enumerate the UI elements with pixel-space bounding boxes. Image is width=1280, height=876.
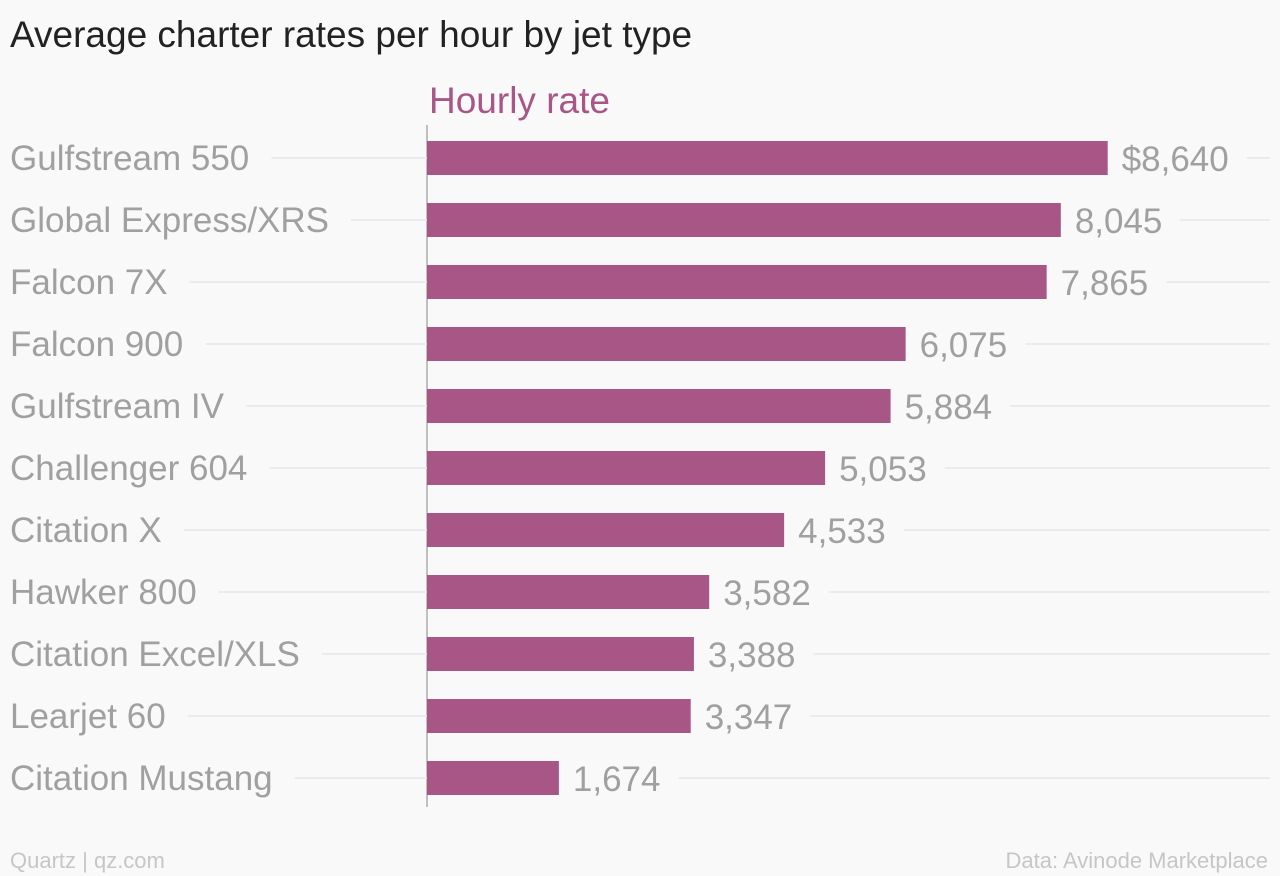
value-label: 6,075 (920, 326, 1008, 365)
value-label: 5,053 (839, 450, 927, 489)
chart-title: Average charter rates per hour by jet ty… (10, 14, 693, 55)
gridlines (183, 125, 1270, 807)
value-label: 3,582 (723, 574, 811, 613)
category-label: Hawker 800 (10, 573, 197, 612)
category-label: Gulfstream 550 (10, 139, 249, 178)
bar (427, 141, 1108, 175)
bar (427, 327, 906, 361)
bar (427, 451, 826, 485)
value-label: 5,884 (905, 388, 993, 427)
bar (427, 389, 891, 423)
category-label: Learjet 60 (10, 697, 166, 736)
category-label: Citation Mustang (10, 759, 273, 798)
bar (427, 761, 559, 795)
value-label: 8,045 (1075, 202, 1163, 241)
value-label: 3,388 (708, 636, 796, 675)
category-label: Gulfstream IV (10, 387, 225, 426)
bar (427, 513, 785, 547)
bar (427, 637, 694, 671)
category-label: Challenger 604 (10, 449, 247, 488)
value-label: 3,347 (705, 698, 793, 737)
category-label: Falcon 7X (10, 263, 168, 302)
bar (427, 699, 691, 733)
footer-source: Data: Avinode Marketplace (1005, 848, 1268, 873)
value-label: 1,674 (573, 760, 661, 799)
bar (427, 203, 1061, 237)
value-label: $8,640 (1122, 140, 1229, 179)
bar (427, 575, 710, 609)
category-label: Citation Excel/XLS (10, 635, 300, 674)
category-label: Citation X (10, 511, 162, 550)
value-label: 7,865 (1061, 264, 1149, 303)
bar (427, 265, 1047, 299)
series-label: Hourly rate (429, 80, 610, 121)
bars (427, 141, 1108, 795)
labels: Hourly rate Gulfstream 550 $8,640 Global Ex… (10, 80, 1229, 799)
value-label: 4,533 (798, 512, 886, 551)
category-label: Global Express/XRS (10, 201, 329, 240)
category-label: Falcon 900 (10, 325, 183, 364)
footer-credit: Quartz | qz.com (10, 848, 165, 873)
